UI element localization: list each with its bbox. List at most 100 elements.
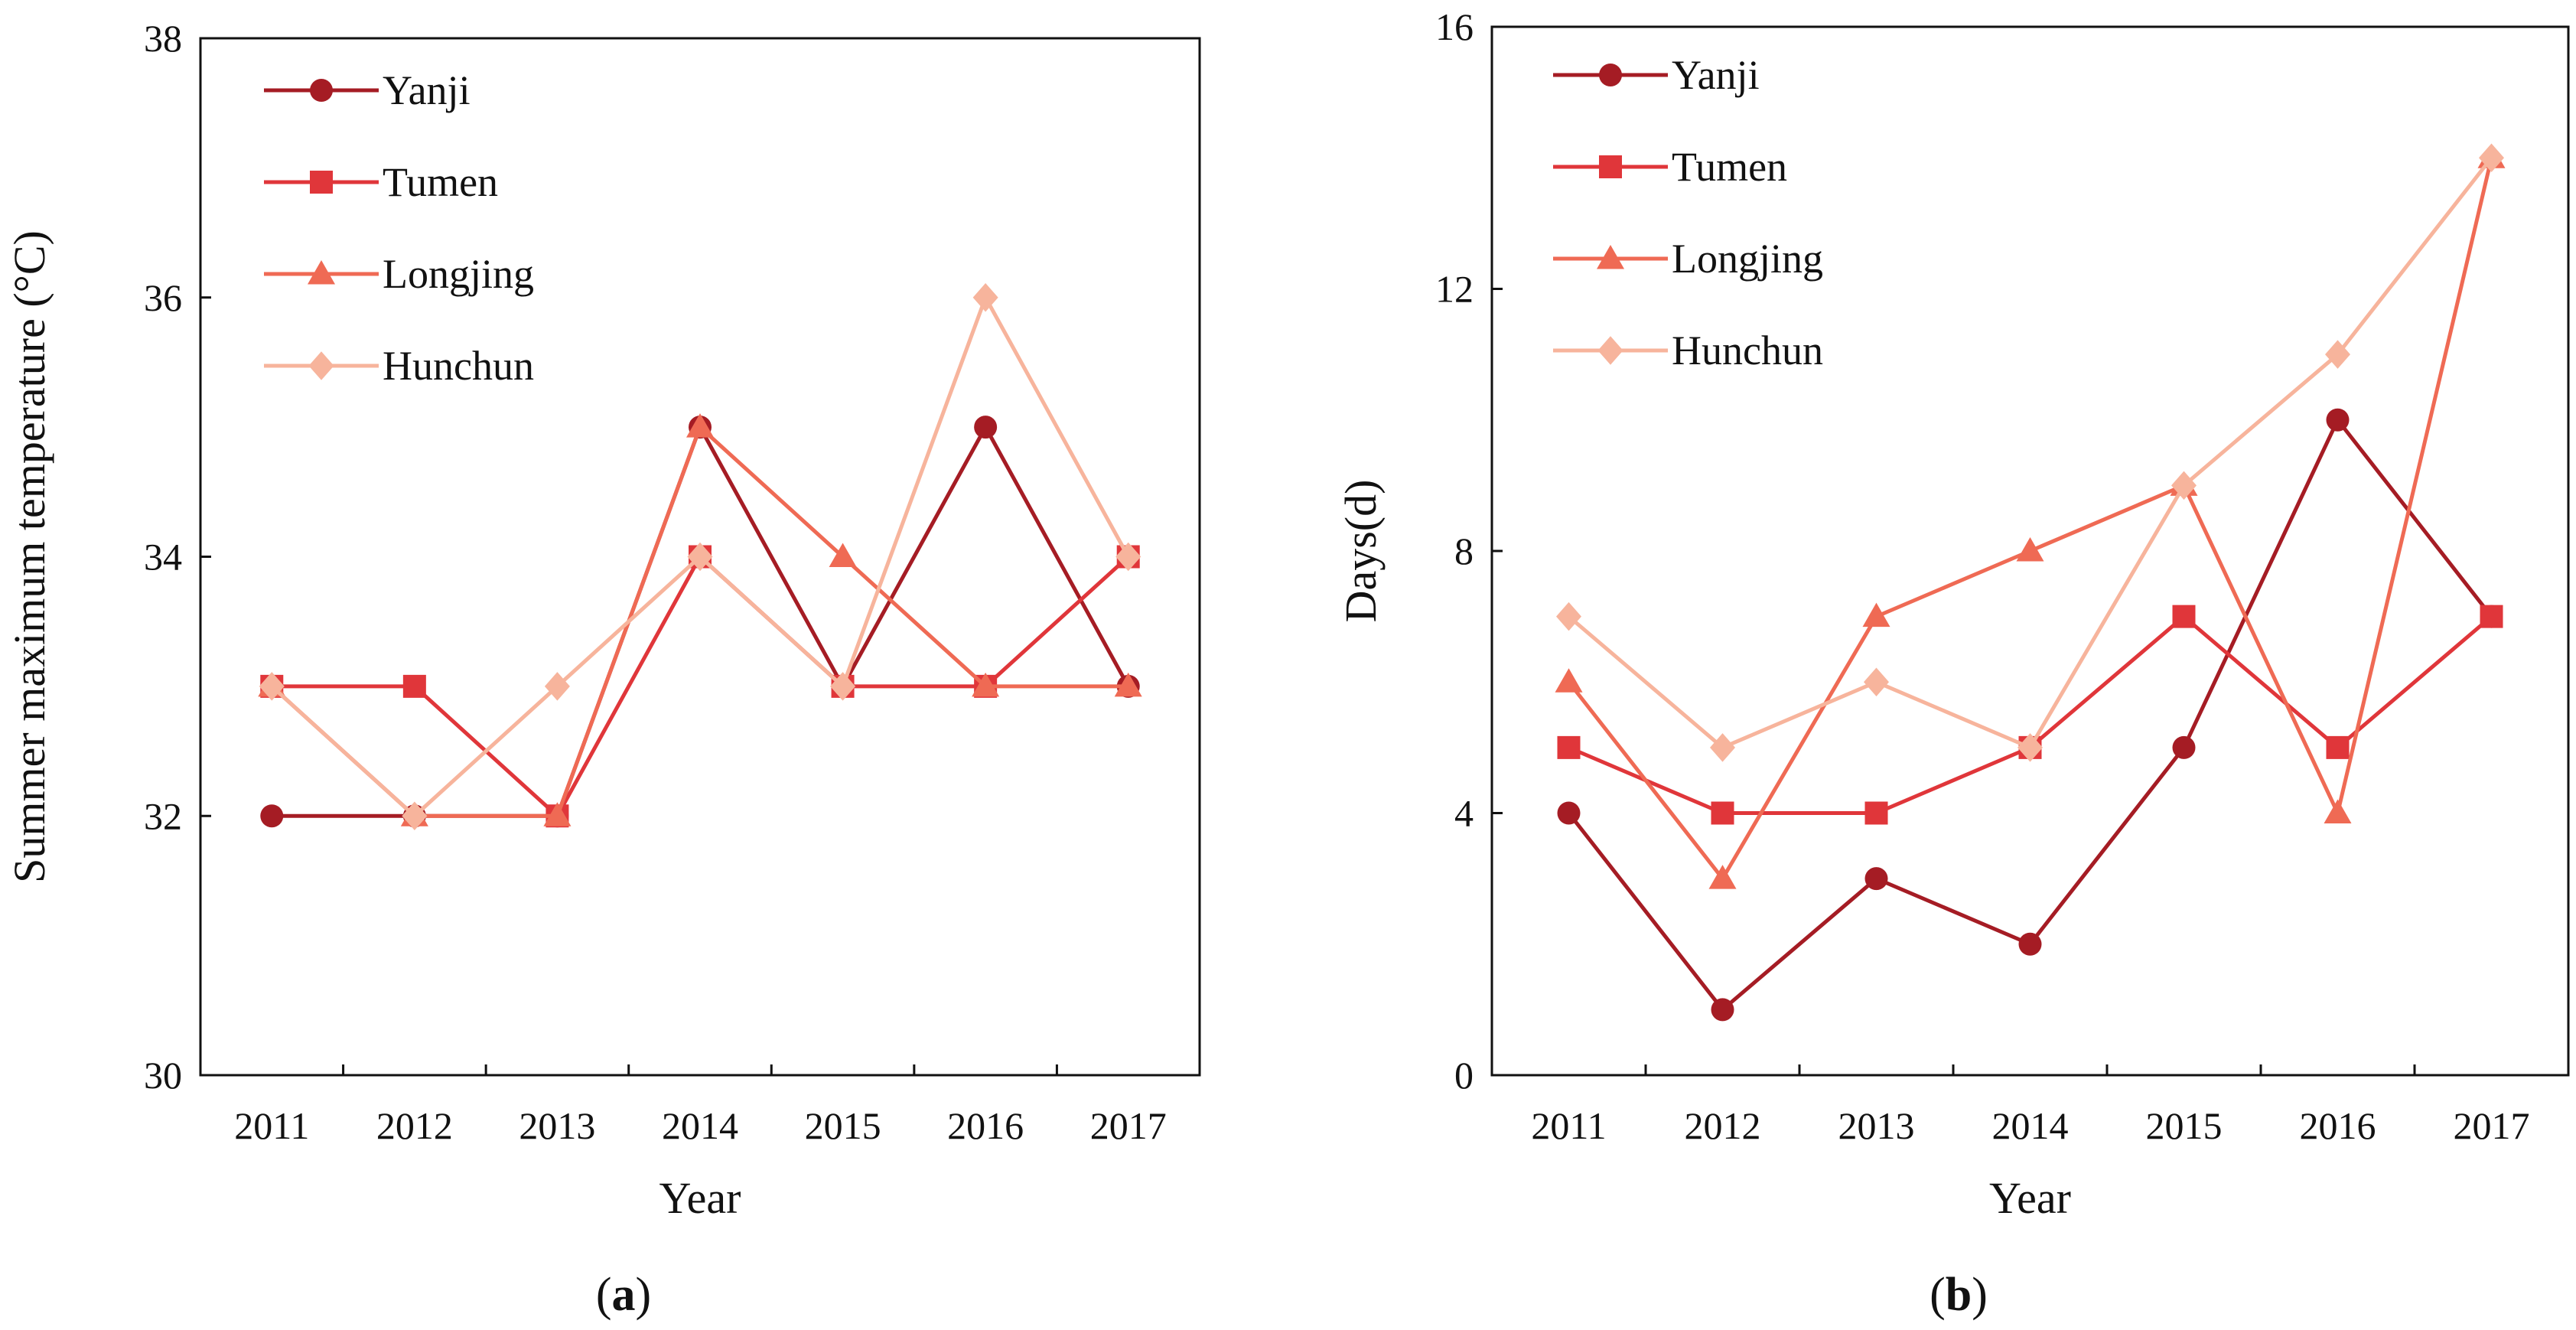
chart-panel-a: 30 32 34 36 38 2011 2012 2013 2014 2015 2016 2017 Ye… <box>5 17 1201 1321</box>
data-point-hunchun <box>2479 143 2504 172</box>
x-tick-label: 2012 <box>1685 1104 1761 1147</box>
y-tick-label: 4 <box>1454 792 1474 835</box>
chart-panel-b: 0 4 8 12 16 2011 2012 2013 2014 2015 2016 2017 Year D… <box>1336 5 2570 1321</box>
data-point-hunchun <box>1556 601 1581 631</box>
y-tick-label: 30 <box>144 1054 182 1097</box>
y-axis-title: Summer maximum temperature (°C) <box>5 230 54 883</box>
series-line-longjing <box>270 425 1128 818</box>
legend-label: Tumen <box>383 159 498 205</box>
x-axis-title: Year <box>659 1173 741 1223</box>
y-tick-label: 0 <box>1454 1054 1474 1097</box>
x-tick-label: 2014 <box>662 1104 738 1147</box>
data-point-tumen <box>2326 735 2350 759</box>
legend-marker-square <box>310 171 333 194</box>
data-point-tumen <box>402 674 426 698</box>
x-tick-label: 2014 <box>1992 1104 2069 1147</box>
data-point-longjing <box>686 413 714 438</box>
data-point-hunchun <box>2017 733 2043 762</box>
data-point-yanji <box>260 804 284 828</box>
data-point-yanji <box>974 416 998 439</box>
series-hunchun <box>1556 143 2504 762</box>
series-line-yanji <box>272 425 1130 818</box>
data-point-longjing <box>543 802 572 826</box>
data-point-hunchun <box>1115 542 1141 572</box>
x-tick-label: 2011 <box>234 1104 309 1147</box>
data-point-yanji <box>2018 932 2042 956</box>
y-axis-title: Days(d) <box>1336 480 1386 623</box>
x-tick-label: 2013 <box>519 1104 595 1147</box>
y-tick-label: 16 <box>1435 5 1474 48</box>
data-point-longjing <box>1708 865 1737 889</box>
data-point-hunchun <box>972 283 998 312</box>
x-tick-label: 2017 <box>2454 1104 2530 1147</box>
data-point-longjing <box>1114 672 1142 697</box>
data-point-hunchun <box>1864 667 1889 696</box>
data-point-hunchun <box>2325 340 2350 369</box>
data-point-yanji <box>2326 408 2350 432</box>
legend: Yanji Tumen Longjing Hunchun <box>264 67 534 389</box>
caption-close: ) <box>1972 1269 1988 1321</box>
data-point-longjing <box>1862 602 1890 628</box>
data-point-longjing <box>829 543 857 567</box>
series-line-tumen <box>1568 614 2493 815</box>
data-point-tumen <box>1711 801 1734 825</box>
x-tick-label: 2017 <box>1090 1104 1167 1147</box>
data-point-yanji <box>1711 998 1734 1022</box>
y-tick-label: 36 <box>144 276 182 319</box>
legend-marker-square <box>1599 155 1622 178</box>
x-axis-title: Year <box>1989 1173 2071 1223</box>
data-point-hunchun <box>544 672 570 701</box>
caption-open: ( <box>1930 1269 1946 1321</box>
legend-marker-triangle <box>308 260 335 285</box>
legend-marker-circle <box>1599 64 1622 86</box>
legend-label: Yanji <box>383 67 471 113</box>
caption-letter: a <box>612 1269 636 1321</box>
legend: Yanji Tumen Longjing Hunchun <box>1553 52 1823 373</box>
x-tick-label: 2015 <box>2146 1104 2223 1147</box>
data-point-longjing <box>1555 668 1583 693</box>
y-tick-label: 34 <box>144 536 182 579</box>
y-tick-label: 12 <box>1435 268 1474 311</box>
series-yanji <box>260 416 1140 828</box>
caption-open: ( <box>596 1269 612 1321</box>
y-tick-label: 8 <box>1454 530 1474 572</box>
panel-caption: (a) <box>596 1269 651 1321</box>
x-tick-label: 2015 <box>805 1104 881 1147</box>
data-point-longjing <box>972 672 1000 697</box>
data-point-yanji <box>1557 801 1581 825</box>
data-point-longjing <box>2324 799 2352 823</box>
legend-marker-triangle <box>1597 245 1624 269</box>
legend-marker-diamond <box>1597 336 1623 365</box>
data-point-hunchun <box>687 542 713 572</box>
series-hunchun <box>259 283 1141 830</box>
data-point-yanji <box>1864 867 1888 891</box>
panel-caption: (b) <box>1930 1269 1988 1321</box>
data-point-tumen <box>1864 801 1888 825</box>
legend-label: Tumen <box>1672 144 1787 190</box>
legend-marker-circle <box>310 79 333 102</box>
legend-label: Longjing <box>383 251 534 297</box>
legend-label: Hunchun <box>383 343 534 389</box>
y-tick-label: 32 <box>144 794 182 837</box>
x-tick-label: 2012 <box>376 1104 453 1147</box>
data-point-hunchun <box>830 672 856 701</box>
y-tick-label: 38 <box>144 17 182 60</box>
x-tick-label: 2013 <box>1838 1104 1915 1147</box>
data-point-hunchun <box>2171 471 2197 500</box>
data-point-hunchun <box>402 801 428 830</box>
data-point-hunchun <box>259 672 285 701</box>
x-tick-label: 2016 <box>2300 1104 2376 1147</box>
series-longjing <box>258 413 1142 826</box>
data-point-tumen <box>2480 605 2503 628</box>
legend-label: Yanji <box>1672 52 1760 98</box>
data-point-longjing <box>2016 537 2044 562</box>
legend-label: Longjing <box>1672 236 1823 282</box>
data-point-tumen <box>1557 735 1581 759</box>
x-tick-label: 2011 <box>1531 1104 1606 1147</box>
caption-close: ) <box>636 1269 652 1321</box>
data-point-yanji <box>2172 735 2196 759</box>
data-point-tumen <box>2172 605 2196 628</box>
caption-letter: b <box>1946 1269 1972 1321</box>
data-point-hunchun <box>1710 733 1735 762</box>
